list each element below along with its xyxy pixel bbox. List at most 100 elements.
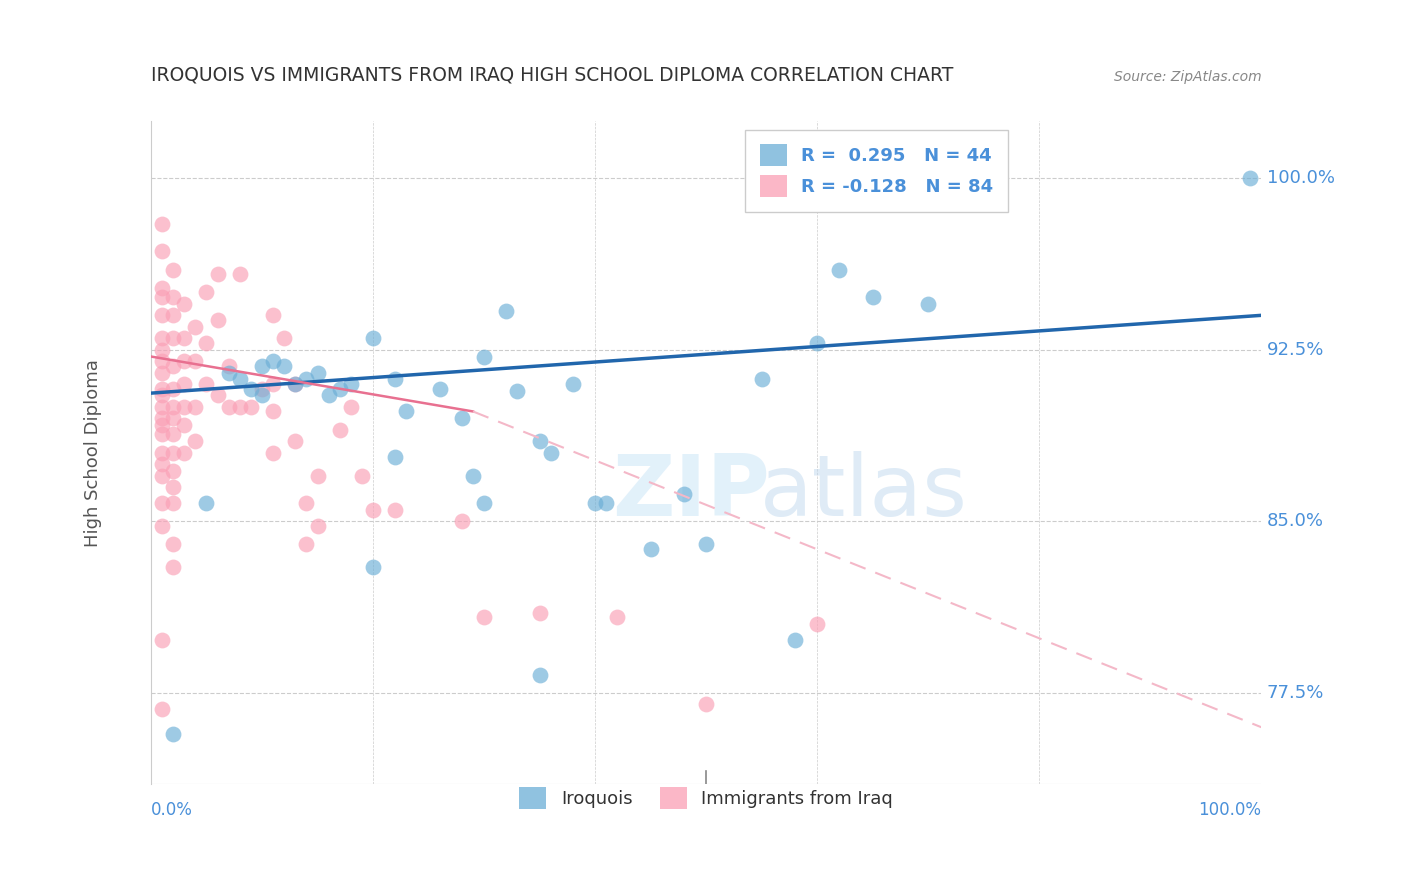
Point	[150, 457, 173, 471]
Point	[150, 331, 173, 345]
Point	[395, 404, 418, 418]
Point	[195, 335, 218, 350]
Point	[150, 354, 173, 368]
Point	[173, 445, 195, 459]
Point	[195, 496, 218, 510]
Text: Source: ZipAtlas.com: Source: ZipAtlas.com	[1114, 70, 1261, 85]
Point	[162, 480, 184, 494]
Point	[361, 503, 384, 517]
Point	[461, 468, 484, 483]
Point	[361, 560, 384, 574]
Point	[307, 519, 329, 533]
Point	[384, 503, 406, 517]
Point	[583, 496, 606, 510]
Point	[340, 400, 363, 414]
Text: 100.0%: 100.0%	[1198, 801, 1261, 819]
Point	[640, 541, 662, 556]
Point	[150, 309, 173, 323]
Point	[695, 537, 717, 551]
Point	[318, 388, 340, 402]
Point	[529, 667, 551, 681]
Point	[150, 496, 173, 510]
Point	[262, 354, 284, 368]
Point	[284, 434, 307, 449]
Point	[195, 376, 218, 391]
Point	[250, 388, 273, 402]
Point	[218, 366, 240, 380]
Text: 77.5%: 77.5%	[1267, 684, 1324, 702]
Point	[162, 560, 184, 574]
Point	[1239, 171, 1261, 186]
Point	[218, 400, 240, 414]
Point	[295, 537, 318, 551]
Point	[250, 382, 273, 396]
Point	[150, 217, 173, 231]
Text: 85.0%: 85.0%	[1267, 512, 1324, 530]
Text: 92.5%: 92.5%	[1267, 341, 1324, 359]
Point	[506, 384, 529, 398]
Point	[162, 309, 184, 323]
Text: ZIP: ZIP	[612, 451, 769, 534]
Point	[384, 450, 406, 465]
Point	[450, 514, 472, 528]
Point	[150, 388, 173, 402]
Point	[828, 262, 851, 277]
Point	[595, 496, 617, 510]
Point	[150, 418, 173, 433]
Point	[184, 319, 207, 334]
Point	[250, 359, 273, 373]
Point	[150, 702, 173, 716]
Point	[150, 343, 173, 357]
Point	[273, 359, 295, 373]
Point	[295, 372, 318, 386]
Point	[695, 698, 717, 712]
Point	[173, 297, 195, 311]
Text: IROQUOIS VS IMMIGRANTS FROM IRAQ HIGH SCHOOL DIPLOMA CORRELATION CHART: IROQUOIS VS IMMIGRANTS FROM IRAQ HIGH SC…	[150, 65, 953, 85]
Point	[307, 468, 329, 483]
Point	[295, 496, 318, 510]
Point	[150, 411, 173, 425]
Point	[162, 382, 184, 396]
Point	[540, 445, 562, 459]
Point	[229, 400, 252, 414]
Point	[150, 400, 173, 414]
Point	[806, 335, 828, 350]
Point	[173, 400, 195, 414]
Point	[162, 537, 184, 551]
Point	[262, 445, 284, 459]
Point	[162, 427, 184, 442]
Point	[472, 350, 495, 364]
Text: atlas: atlas	[759, 451, 967, 534]
Point	[162, 464, 184, 478]
Point	[173, 331, 195, 345]
Point	[195, 285, 218, 300]
Text: 100.0%: 100.0%	[1267, 169, 1334, 187]
Text: 0.0%: 0.0%	[150, 801, 193, 819]
Point	[150, 281, 173, 295]
Point	[450, 411, 472, 425]
Point	[472, 610, 495, 624]
Point	[239, 400, 262, 414]
Point	[184, 354, 207, 368]
Point	[207, 267, 229, 281]
Point	[173, 354, 195, 368]
Point	[273, 331, 295, 345]
Point	[173, 376, 195, 391]
Point	[207, 388, 229, 402]
Point	[806, 617, 828, 632]
Point	[606, 610, 628, 624]
Point	[561, 376, 583, 391]
Legend: Iroquois, Immigrants from Iraq: Iroquois, Immigrants from Iraq	[506, 774, 905, 822]
Point	[162, 411, 184, 425]
Point	[229, 372, 252, 386]
Point	[917, 297, 939, 311]
Point	[495, 303, 517, 318]
Point	[672, 487, 695, 501]
Point	[384, 372, 406, 386]
Point	[529, 606, 551, 620]
Point	[350, 468, 373, 483]
Point	[150, 382, 173, 396]
Point	[184, 434, 207, 449]
Point	[150, 633, 173, 648]
Point	[162, 262, 184, 277]
